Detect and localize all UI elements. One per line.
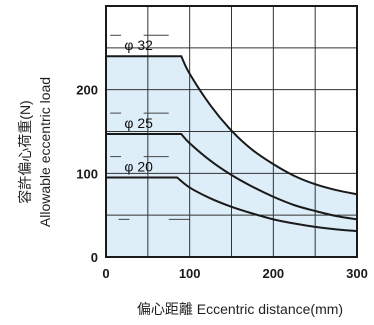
y-tick-label: 100 [76,166,98,181]
series-line-1 [106,133,358,221]
series-label-0: φ 32 [124,37,153,53]
x-tick-label: 300 [346,266,368,281]
series-labels: φ 32 φ 25 φ 20 [124,37,153,174]
series-label-leader-lines [110,34,190,220]
y-tick-labels: 0 100 200 [76,83,98,265]
series-curves [106,55,358,233]
y-tick-label: 0 [91,250,98,265]
series-line-2 [106,176,358,233]
y-axis-label-jp: 容許偏心荷重(N) [17,100,33,203]
y-axis-label-en: Allowable eccentric load [37,77,53,227]
x-tick-label: 200 [262,266,284,281]
grid-lines [106,6,357,257]
x-tick-label: 100 [179,266,201,281]
x-axis-label: 偏心距離 Eccentric distance(mm) [137,301,343,317]
series-label-1: φ 25 [124,115,153,131]
y-tick-label: 200 [76,83,98,98]
plot-frame [105,5,358,258]
series-label-2: φ 20 [124,159,153,175]
x-tick-labels: 0 100 200 300 [102,266,367,281]
series-line-0 [106,55,358,196]
x-tick-label: 0 [102,266,109,281]
